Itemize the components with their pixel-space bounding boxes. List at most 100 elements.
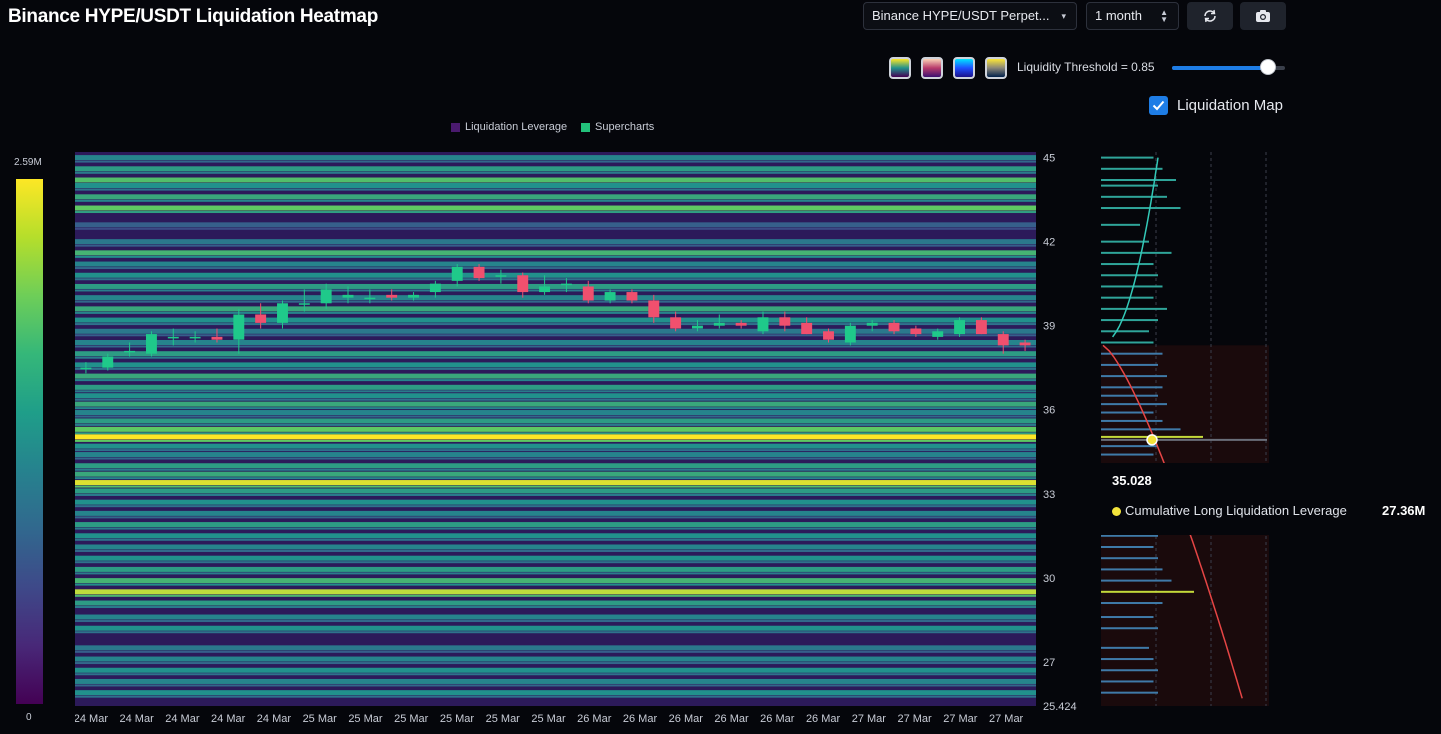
- depth-bar: [1101, 195, 1167, 198]
- heatmap-level-fringe: [75, 379, 1036, 382]
- heatmap-level: [75, 589, 1036, 595]
- heatmap-level: [75, 600, 1036, 606]
- candle: [451, 264, 463, 287]
- heatmap-level-fringe: [75, 367, 1036, 370]
- price-tick-label: 45: [1043, 153, 1055, 165]
- date-tick-label: 24 Mar: [211, 713, 246, 725]
- heatmap-level: [75, 166, 1036, 172]
- heatmap-level-fringe: [75, 390, 1036, 393]
- candle-body: [648, 300, 660, 318]
- depth-bar: [1101, 375, 1167, 378]
- candle: [779, 311, 791, 332]
- heatmap-level: [75, 480, 1036, 486]
- candle: [539, 275, 551, 295]
- liquidation-heatmap[interactable]: [75, 152, 1036, 706]
- candle-body: [954, 320, 966, 335]
- depth-bar: [1101, 184, 1158, 187]
- candle-body: [320, 289, 332, 304]
- refresh-button[interactable]: [1187, 2, 1233, 30]
- caret-down-icon: ▾: [1061, 11, 1066, 21]
- depth-bar: [1101, 223, 1140, 226]
- slider-fill: [1172, 66, 1269, 70]
- candle-body: [451, 266, 463, 281]
- colorbar: [16, 179, 43, 704]
- heatmap-level-fringe: [75, 415, 1036, 418]
- candle-body: [124, 350, 136, 353]
- heatmap-level: [75, 295, 1036, 301]
- date-tick-label: 24 Mar: [165, 713, 200, 725]
- heatmap-level-fringe: [75, 323, 1036, 326]
- heatmap-level: [75, 488, 1036, 494]
- date-tick-label: 26 Mar: [623, 713, 658, 725]
- heatmap-level: [75, 566, 1036, 572]
- candle-body: [975, 320, 987, 335]
- liquidation-depth-chart[interactable]: [1101, 152, 1269, 706]
- heatmap-level: [75, 339, 1036, 345]
- color-scheme-cividis[interactable]: [985, 57, 1007, 79]
- date-tick-label: 24 Mar: [257, 713, 292, 725]
- cumulative-short-curve: [1111, 157, 1159, 338]
- heatmap-level: [75, 499, 1036, 505]
- heatmap-level: [75, 426, 1036, 432]
- price-tick-label: 33: [1043, 489, 1055, 501]
- heatmap-level-fringe: [75, 356, 1036, 359]
- heatmap-level-fringe: [75, 255, 1036, 258]
- slider-thumb[interactable]: [1260, 59, 1277, 75]
- heatmap-level: [75, 250, 1036, 256]
- candle-body: [823, 331, 834, 340]
- candle-body: [888, 322, 900, 332]
- heatmap-level: [75, 183, 1036, 189]
- color-scheme-magma[interactable]: [921, 57, 943, 79]
- depth-bar: [1101, 403, 1167, 406]
- liquidity-threshold-slider[interactable]: [1172, 59, 1285, 75]
- depth-bar: [1101, 680, 1154, 683]
- price-axis: 45 42 39 36 33 30 27 25.424: [1043, 153, 1077, 713]
- candle-body: [102, 356, 114, 368]
- heatmap-level: [75, 393, 1036, 399]
- depth-bar: [1101, 307, 1167, 310]
- candle: [211, 328, 223, 343]
- time-range-select[interactable]: 1 month ▲ ▼: [1086, 2, 1179, 30]
- depth-bar: [1101, 453, 1154, 456]
- date-tick-label: 24 Mar: [75, 713, 108, 725]
- heatmap-level: [75, 510, 1036, 516]
- depth-bar: [1101, 274, 1158, 277]
- pair-select[interactable]: Binance HYPE/USDT Perpet... ▾: [863, 2, 1077, 30]
- depth-bar: [1101, 669, 1158, 672]
- heatmap-level: [75, 690, 1036, 696]
- heatmap-level-fringe: [75, 527, 1036, 530]
- heatmap-level: [75, 463, 1036, 469]
- legend-swatch: [581, 122, 590, 132]
- color-scheme-viridis[interactable]: [889, 57, 911, 79]
- heatmap-level: [75, 205, 1036, 211]
- legend-item-liquidation-leverage[interactable]: Liquidation Leverage: [451, 121, 567, 133]
- legend-item-supercharts[interactable]: Supercharts: [581, 121, 654, 133]
- candle-body: [298, 303, 310, 305]
- date-tick-label: 25 Mar: [486, 713, 521, 725]
- heatmap-level-fringe: [75, 662, 1036, 665]
- candle-body: [626, 292, 638, 301]
- heatmap-level-fringe: [75, 572, 1036, 575]
- color-scheme-blue[interactable]: [953, 57, 975, 79]
- heatmap-level-fringe: [75, 695, 1036, 698]
- heatmap-level: [75, 544, 1036, 550]
- candle: [713, 314, 725, 329]
- heatmap-level-fringe: [75, 227, 1036, 230]
- candle-body: [692, 325, 703, 329]
- candle-body: [670, 317, 682, 329]
- heatmap-level: [75, 177, 1036, 183]
- heatmap-level: [75, 317, 1036, 323]
- heatmap-level-fringe: [75, 449, 1036, 452]
- candle-body: [1019, 342, 1031, 346]
- heatmap-level: [75, 410, 1036, 416]
- depth-bar: [1101, 156, 1154, 159]
- liquidation-map-checkbox[interactable]: [1149, 96, 1168, 115]
- date-tick-label: 27 Mar: [852, 713, 887, 725]
- candle: [582, 280, 594, 304]
- screenshot-button[interactable]: [1240, 2, 1286, 30]
- depth-bar: [1101, 616, 1154, 619]
- price-tick-label: 30: [1043, 573, 1055, 585]
- heatmap-level-fringe: [75, 457, 1036, 460]
- heatmap-level: [75, 401, 1036, 407]
- candle: [866, 320, 878, 332]
